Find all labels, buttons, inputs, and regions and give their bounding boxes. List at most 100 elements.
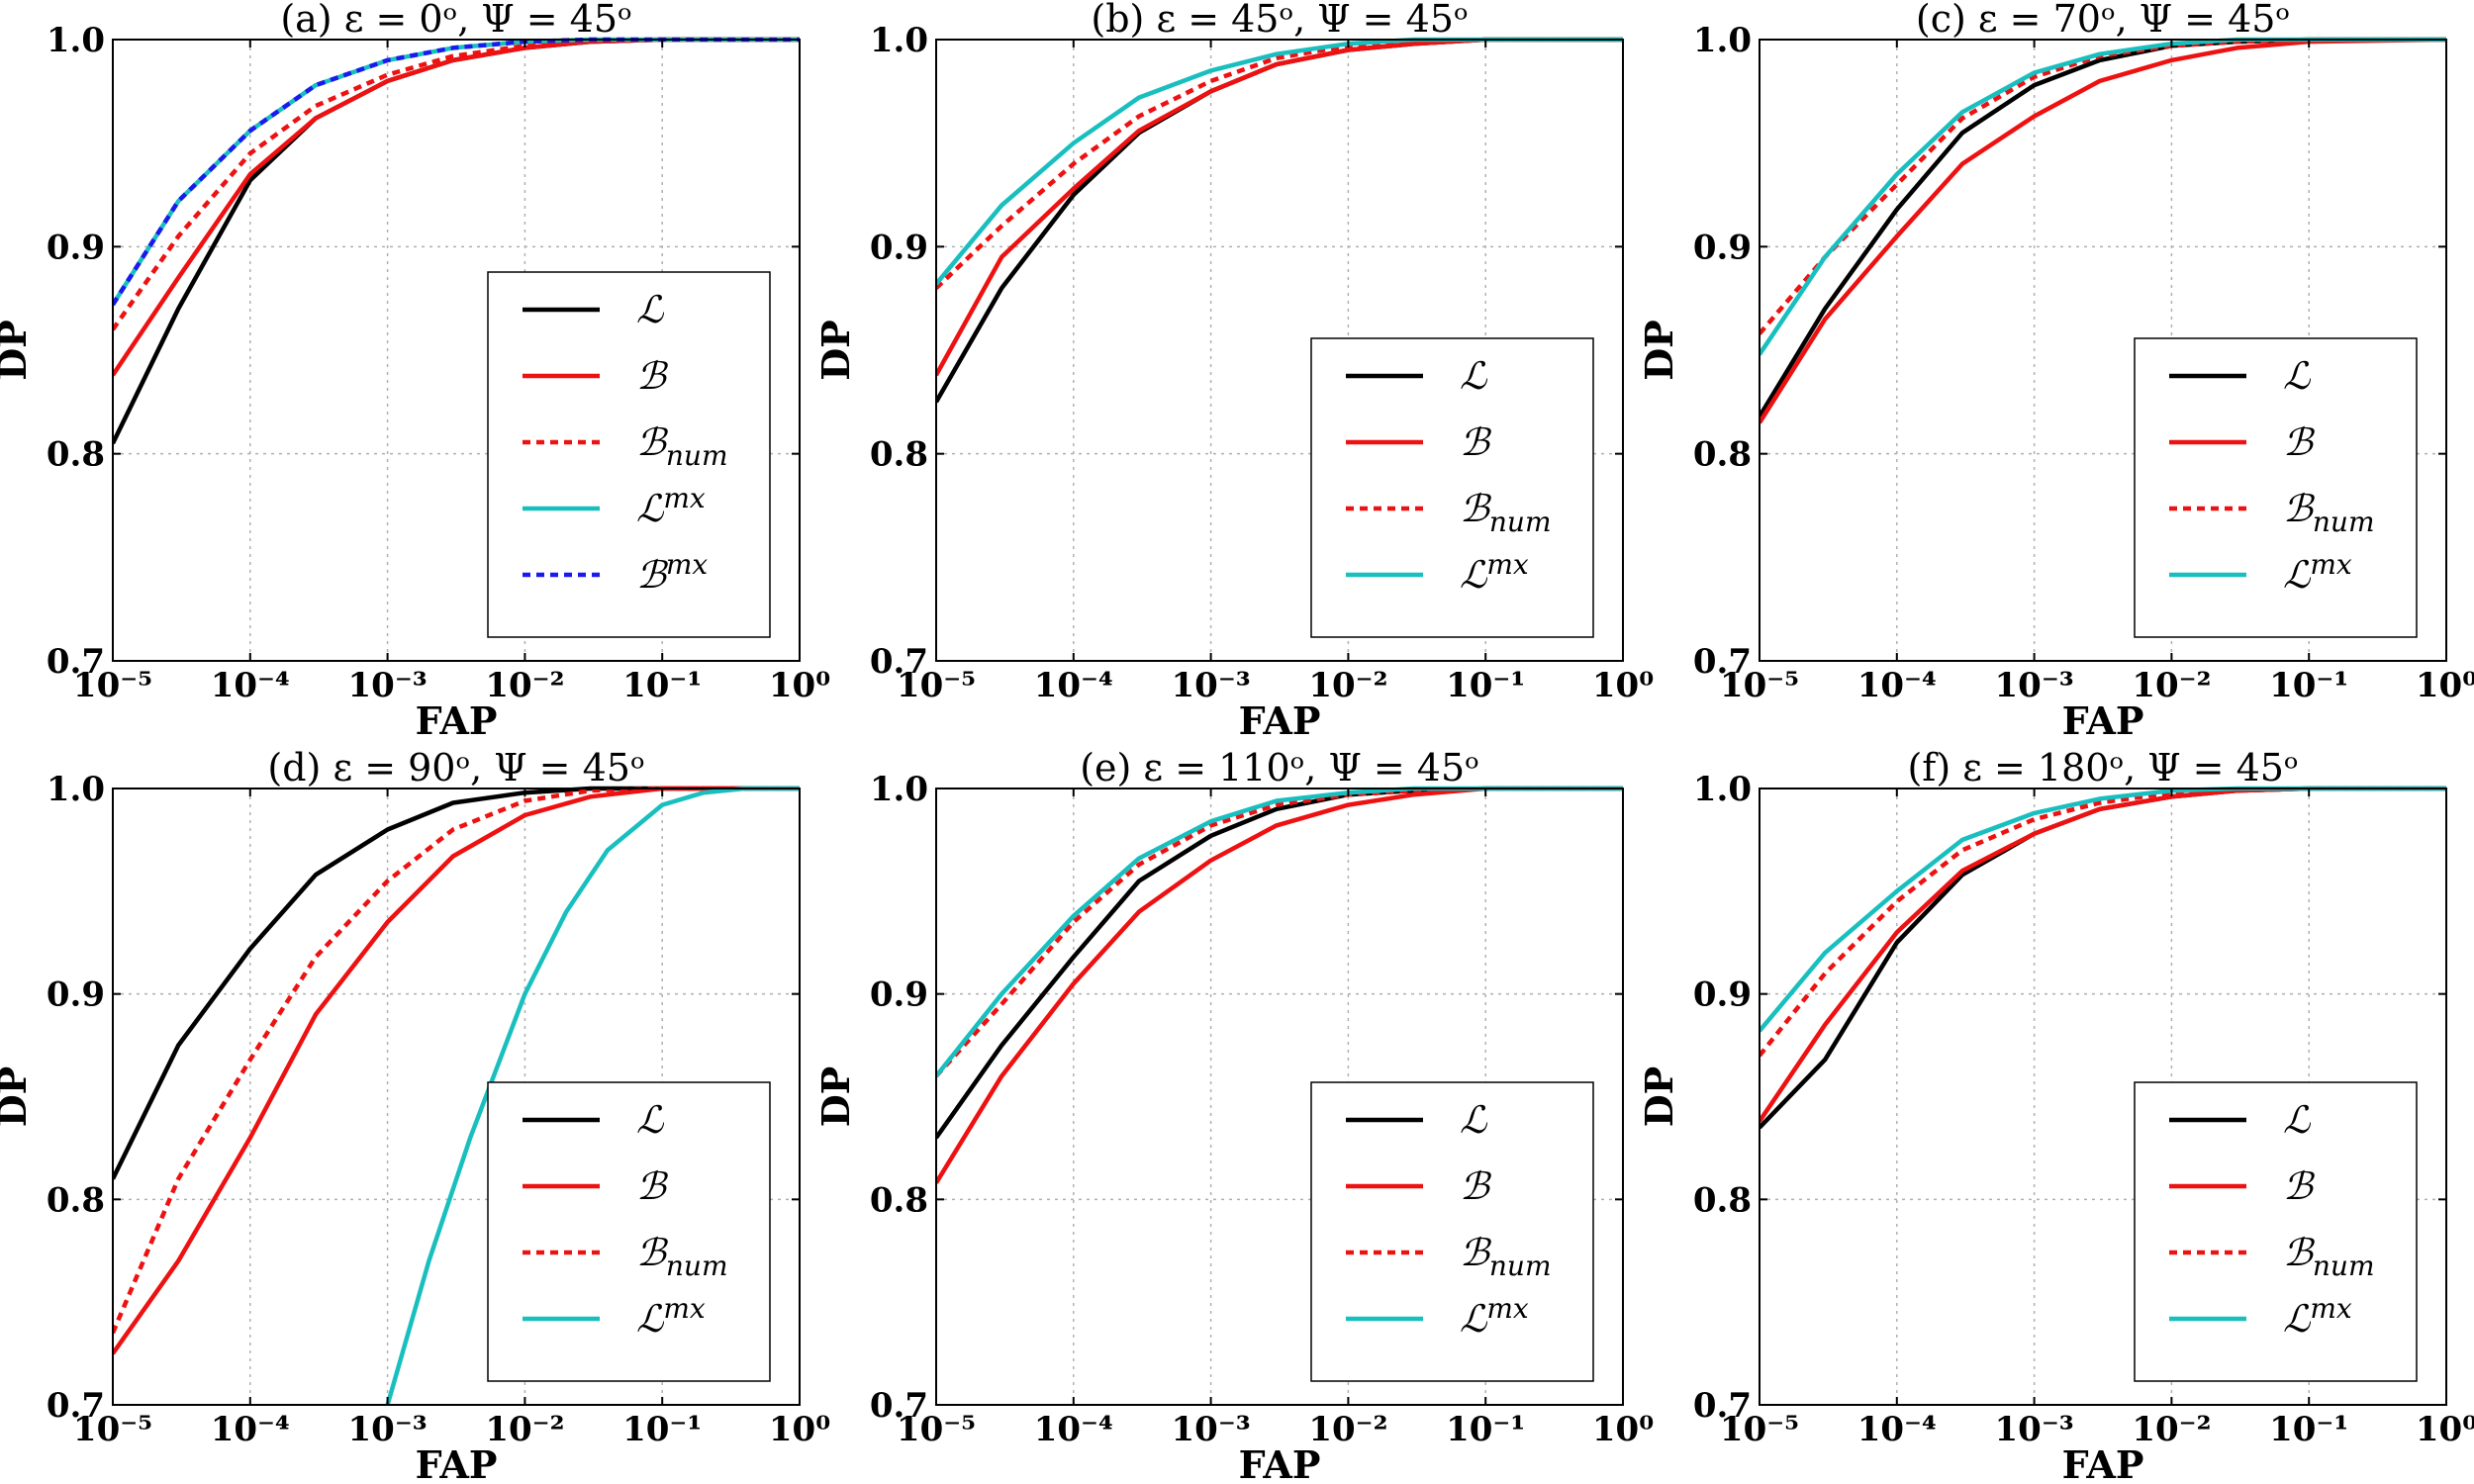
legend-label: ℒmx (636, 1292, 706, 1341)
y-tick-label: 0.7 (47, 642, 105, 682)
x-tick-label: 10⁰ (769, 1410, 830, 1449)
y-tick-label: 1.0 (870, 21, 928, 60)
legend-label: ℒ (2283, 1098, 2312, 1142)
y-tick-label: 0.8 (870, 435, 928, 475)
panel-title: (f) ε = 180ᵒ, Ψ = 45ᵒ (1907, 746, 2298, 789)
y-tick-label: 0.9 (870, 228, 928, 267)
y-tick-label: 0.7 (1693, 642, 1752, 682)
x-tick-label: 10⁻¹ (1446, 666, 1525, 705)
series-line-l-mx (385, 786, 800, 1405)
x-tick-label: 10⁻³ (1172, 1410, 1251, 1449)
legend-box (487, 1081, 771, 1382)
panel-title: (c) ε = 70ᵒ, Ψ = 45ᵒ (1916, 0, 2290, 41)
x-tick-label: 10⁻⁵ (73, 1410, 152, 1449)
series-line-b (113, 786, 800, 1355)
panel-title: (e) ε = 110ᵒ, Ψ = 45ᵒ (1080, 746, 1479, 789)
x-tick-label: 10⁰ (1592, 666, 1654, 705)
y-tick-label: 0.9 (47, 975, 105, 1015)
legend-label: ℒ (1460, 354, 1488, 398)
legend-label: ℒ (2283, 354, 2312, 398)
legend-label: ℬnum (2283, 487, 2375, 538)
legend-label: ℒmx (2283, 548, 2352, 597)
legend-label: ℬmx (636, 548, 708, 597)
plot-frame (935, 788, 1624, 1406)
panel-title: (b) ε = 45ᵒ, Ψ = 45ᵒ (1091, 0, 1468, 41)
legend-label: ℬ (2283, 420, 2316, 464)
x-tick-label: 10⁻³ (1995, 1410, 2074, 1449)
x-tick-label: 10⁰ (769, 666, 830, 705)
legend-label: ℬ (636, 1164, 669, 1208)
x-tick-label: 10⁻¹ (2269, 1410, 2348, 1449)
series-line-b-num (936, 37, 1623, 290)
legend-label: ℬ (2283, 1164, 2316, 1208)
y-axis-label: DP (813, 320, 858, 381)
legend-label: ℬnum (636, 420, 728, 472)
legend-box (487, 271, 771, 638)
x-tick-label: 10⁻¹ (2269, 666, 2348, 705)
y-tick-label: 0.8 (870, 1180, 928, 1220)
series-line-l-mx (1760, 37, 2446, 356)
legend-box (1310, 337, 1594, 638)
chart-panel-f: 10⁻⁵ 10⁻⁴ 10⁻³ 10⁻² 10⁻¹ 10⁰ 0.7 0.8 0.9 1.0 (f) ε… (1637, 746, 2474, 1484)
y-tick-label: 0.8 (47, 435, 105, 475)
chart-panel-e: 10⁻⁵ 10⁻⁴ 10⁻³ 10⁻² 10⁻¹ 10⁰ 0.7 0.8 0.9 1.0 (e) ε… (813, 746, 1654, 1484)
series-line-b-num (1760, 37, 2446, 335)
x-axis-label: FAP (1239, 1442, 1321, 1484)
legend: ℒℬ ℬnum ℒmx (2134, 1081, 2418, 1382)
series-line-b (1760, 37, 2446, 424)
panel-title: (d) ε = 90ᵒ, Ψ = 45ᵒ (267, 746, 644, 789)
series-line-b-num (113, 786, 800, 1335)
x-tick-label: 10⁻¹ (622, 666, 702, 705)
x-tick-label: 10⁻³ (1995, 666, 2074, 705)
legend: ℒℬ ℬnum ℒmx ℬmx (487, 271, 771, 638)
x-tick-label: 10⁻⁵ (1720, 666, 1799, 705)
x-axis-label: FAP (2062, 698, 2144, 743)
legend: ℒℬ ℬnum ℒmx (487, 1081, 771, 1382)
y-axis-label: DP (1637, 320, 1681, 381)
series-line-b (936, 37, 1623, 377)
y-axis-label: DP (1637, 1067, 1681, 1128)
y-tick-label: 0.8 (1693, 435, 1752, 475)
x-tick-label: 10⁻⁴ (211, 1410, 290, 1449)
chart-panel-a: 10⁻⁵ 10⁻⁴ 10⁻³ 10⁻² 10⁻¹ 10⁰ 0.7 0.8 0.9 1.0 (a) ε… (0, 0, 830, 743)
legend-label: ℬnum (1460, 487, 1552, 538)
plot-frame (112, 39, 801, 662)
legend-label: ℒ (636, 288, 665, 331)
legend-label: ℒ (636, 1098, 665, 1142)
legend-label: ℬnum (2283, 1231, 2375, 1282)
y-tick-label: 0.7 (870, 1386, 928, 1426)
x-tick-label: 10⁰ (2416, 666, 2474, 705)
x-tick-label: 10⁻⁴ (211, 666, 290, 705)
x-tick-label: 10⁻⁴ (1857, 666, 1937, 705)
y-tick-label: 1.0 (1693, 770, 1752, 809)
x-axis-label: FAP (416, 1442, 498, 1484)
legend: ℒℬ ℬnum ℒmx (2134, 337, 2418, 638)
legend: ℒℬ ℬnum ℒmx (1310, 337, 1594, 638)
y-tick-label: 0.8 (47, 1180, 105, 1220)
x-tick-label: 10⁻³ (348, 666, 428, 705)
y-tick-label: 0.8 (1693, 1180, 1752, 1220)
chart-panel-c: 10⁻⁵ 10⁻⁴ 10⁻³ 10⁻² 10⁻¹ 10⁰ 0.7 0.8 0.9 1.0 (c) ε… (1637, 0, 2474, 743)
legend-label: ℬnum (1460, 1231, 1552, 1282)
legend-label: ℬ (636, 354, 669, 398)
legend-label: ℒmx (1460, 1292, 1529, 1341)
plot-frame (935, 39, 1624, 662)
plot-frame (1759, 788, 2447, 1406)
chart-panel-d: 10⁻⁵ 10⁻⁴ 10⁻³ 10⁻² 10⁻¹ 10⁰ 0.7 0.8 0.9 1.0 (d) ε… (0, 746, 830, 1484)
x-tick-label: 10⁻² (1308, 666, 1387, 705)
y-axis-label: DP (813, 1067, 858, 1128)
x-tick-label: 10⁻⁴ (1857, 1410, 1937, 1449)
legend-label: ℒmx (1460, 548, 1529, 597)
x-tick-label: 10⁻⁵ (897, 1410, 976, 1449)
y-tick-label: 0.7 (1693, 1386, 1752, 1426)
chart-panel-b: 10⁻⁵ 10⁻⁴ 10⁻³ 10⁻² 10⁻¹ 10⁰ 0.7 0.8 0.9 1.0 (b) ε… (813, 0, 1654, 743)
x-tick-label: 10⁰ (1592, 1410, 1654, 1449)
series-line-b (936, 786, 1623, 1184)
x-axis-label: FAP (1239, 698, 1321, 743)
x-tick-label: 10⁻⁵ (73, 666, 152, 705)
x-tick-label: 10⁻² (485, 666, 564, 705)
legend-label: ℬnum (636, 1231, 728, 1282)
x-tick-label: 10⁻³ (348, 1410, 428, 1449)
series-line-l-mx (113, 37, 800, 307)
